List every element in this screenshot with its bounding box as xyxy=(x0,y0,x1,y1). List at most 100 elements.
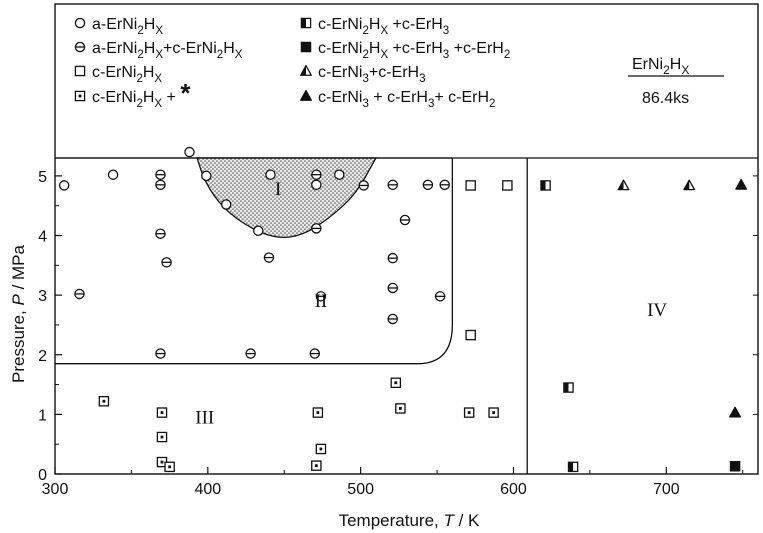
y-axis-title: Pressure, P / MPa xyxy=(9,244,28,382)
data-point-triangle-half-0 xyxy=(617,179,630,191)
legend-label-triangle-filled: c-ErNi3 + c-ErH3+ c-ErH2 xyxy=(318,89,495,110)
data-point-circle-bar-2 xyxy=(155,179,166,191)
x-tick-label-300: 300 xyxy=(42,481,69,498)
data-point-circle-bar-7 xyxy=(311,223,322,234)
region-label-II: II xyxy=(315,291,328,312)
legend-item-triangle-half: c-ErNi3+c-ErH3 xyxy=(300,64,425,85)
data-point-circle-bar-12 xyxy=(387,282,398,294)
legend-item-square-half: c-ErNi2HX +c-ErH3 xyxy=(300,16,449,37)
region-II-III-boundary xyxy=(55,158,453,365)
x-tick-label-600: 600 xyxy=(500,481,527,498)
data-point-circle-bar-13 xyxy=(387,313,398,325)
legend-label-circle-bar: a-ErNi2HX+c-ErNi2HX xyxy=(92,40,243,61)
legend-label-square-filled: c-ErNi2HX +c-ErH3 +c-ErH2 xyxy=(318,40,510,61)
legend-label-square-half: c-ErNi2HX +c-ErH3 xyxy=(318,16,449,37)
data-point-square-dot-5 xyxy=(312,407,324,418)
x-axis-title: Temperature, T / K xyxy=(339,511,480,530)
data-point-square-dot-6 xyxy=(315,443,327,455)
data-point-square-2 xyxy=(465,329,476,341)
data-point-circle-3 xyxy=(201,170,212,182)
data-point-square-dot-4 xyxy=(164,461,175,473)
data-point-square-1 xyxy=(502,180,513,191)
y-tick-label-2: 2 xyxy=(38,348,47,365)
data-point-square-filled-0 xyxy=(729,460,741,472)
data-point-circle-bar-18 xyxy=(155,348,166,359)
figure-frame xyxy=(54,3,759,475)
data-point-circle-bar-4 xyxy=(161,257,172,268)
legend-label-square-dot: c-ErNi2HX + * xyxy=(92,78,191,110)
data-point-square-dot-8 xyxy=(390,377,402,389)
data-point-circle-bar-9 xyxy=(358,180,369,191)
data-point-circle-bar-10 xyxy=(387,179,398,191)
data-point-circle-bar-16 xyxy=(439,179,450,191)
legend-marker-triangle-half xyxy=(300,65,312,76)
data-point-circle-bar-19 xyxy=(245,348,256,359)
annotation-compound: ErNi2HX xyxy=(632,56,689,77)
data-point-square-dot-11 xyxy=(488,407,499,418)
annotation-box: ErNi2HX 86.4ks xyxy=(628,56,724,107)
data-point-square-dot-1 xyxy=(156,407,168,418)
data-point-circle-bar-14 xyxy=(399,214,411,226)
y-tick-label-0: 0 xyxy=(38,467,47,484)
legend-item-circle-bar: a-ErNi2HX+c-ErNi2HX xyxy=(74,40,243,61)
legend-marker-square-half xyxy=(300,17,312,29)
region-label-III: III xyxy=(195,407,214,428)
data-point-square-dot-10 xyxy=(463,407,475,418)
y-tick-label-5: 5 xyxy=(38,169,47,186)
legend-marker-square-dot xyxy=(74,90,86,102)
data-point-square-dot-9 xyxy=(395,403,406,414)
x-tick-label-700: 700 xyxy=(653,481,680,498)
legend-item-square-dot: c-ErNi2HX + * xyxy=(74,78,191,110)
data-point-triangle-filled-0 xyxy=(735,178,748,190)
legend-item-triangle-filled: c-ErNi3 + c-ErH3+ c-ErH2 xyxy=(300,89,495,110)
x-tick-label-400: 400 xyxy=(194,481,221,498)
legend-marker-circle-bar xyxy=(74,41,86,53)
legend-item-square-filled: c-ErNi2HX +c-ErH3 +c-ErH2 xyxy=(300,40,510,61)
data-point-circle-bar-5 xyxy=(263,252,275,263)
data-point-circle-1 xyxy=(58,180,70,191)
data-point-circle-6 xyxy=(265,169,276,180)
data-point-circle-bar-17 xyxy=(434,291,446,302)
data-point-square-half-1 xyxy=(563,382,574,393)
data-point-circle-bar-8 xyxy=(315,291,327,302)
legend-item-circle: a-ErNi2HX xyxy=(74,16,163,37)
data-point-triangle-half-1 xyxy=(683,179,696,191)
data-point-circle-8 xyxy=(334,169,345,180)
data-point-square-half-0 xyxy=(540,180,551,191)
y-tick-label-3: 3 xyxy=(38,288,47,305)
y-tick-label-4: 4 xyxy=(38,229,47,246)
data-point-circle-2 xyxy=(107,169,119,180)
region-label-I: I xyxy=(275,179,281,200)
legend-label-triangle-half: c-ErNi3+c-ErH3 xyxy=(318,64,425,85)
x-tick-label-500: 500 xyxy=(347,481,374,498)
data-point-circle-bar-15 xyxy=(422,179,434,191)
data-point-square-dot-7 xyxy=(311,460,322,471)
data-point-circle-0 xyxy=(184,146,195,158)
data-point-circle-5 xyxy=(253,225,264,236)
annotation-time: 86.4ks xyxy=(642,90,689,107)
data-point-circle-bar-11 xyxy=(387,252,398,264)
data-point-circle-bar-20 xyxy=(309,348,321,359)
data-point-circle-4 xyxy=(220,199,232,210)
data-point-circle-bar-6 xyxy=(311,169,322,180)
legend-item-square: c-ErNi2HX xyxy=(74,64,162,85)
data-point-circle-bar-1 xyxy=(155,169,166,180)
region-label-IV: IV xyxy=(647,300,667,321)
legend-label-square: c-ErNi2HX xyxy=(92,64,162,85)
data-point-triangle-filled-1 xyxy=(729,406,742,418)
data-point-square-dot-0 xyxy=(98,396,110,407)
legend-marker-circle xyxy=(74,17,86,29)
data-point-circle-bar-0 xyxy=(74,288,85,300)
data-point-square-half-2 xyxy=(567,461,579,473)
data-point-square-dot-2 xyxy=(156,431,168,443)
legend-marker-square-filled xyxy=(300,41,312,53)
y-tick-label-1: 1 xyxy=(38,407,47,424)
legend-marker-triangle-filled xyxy=(300,90,312,101)
data-point-circle-bar-3 xyxy=(155,228,166,239)
region-I-boundary xyxy=(196,157,378,238)
data-point-square-0 xyxy=(465,180,476,191)
legend-marker-square xyxy=(74,65,86,77)
legend-label-circle: a-ErNi2HX xyxy=(92,16,163,37)
data-point-circle-7 xyxy=(311,179,322,191)
